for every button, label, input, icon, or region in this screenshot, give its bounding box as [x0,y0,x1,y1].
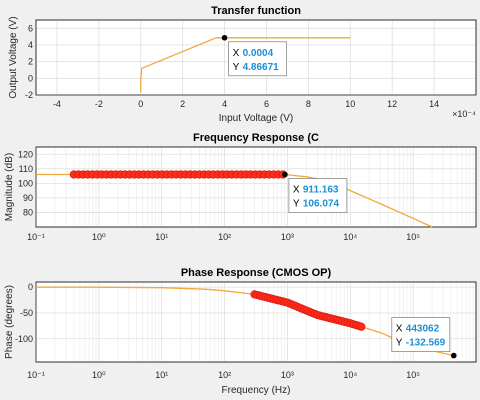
chart-3: 10⁻¹ 10⁰ 10¹ 10² 10³ 10⁴ 10⁵ 0 -50 -100 Phase Resp… [4,267,477,396]
chart-title: Frequency Response (C [193,132,319,144]
x-tick-label: 0 [138,99,143,109]
x-tick-label: 10⁴ [343,370,357,380]
x-tick-label: 10² [218,370,231,380]
y-axis-label: Magnitude (dB) [4,153,15,221]
datatip-box [228,41,287,77]
x-tick-label: 10¹ [155,232,168,242]
x-tick-label: 10⁰ [92,370,106,380]
x-tick-label: 4 [222,99,227,109]
datatip-y-key: Y [233,62,240,73]
datatip-y-value: 106.074 [303,199,340,210]
x-tick-label: 10³ [281,232,294,242]
datatip-box [391,317,451,352]
y-tick-label: -50 [20,308,33,318]
x-tick-label: 10 [345,99,355,109]
y-tick-label: 2 [28,57,33,67]
x-tick-label: 10⁵ [406,232,420,242]
x-tick-label: 10³ [281,370,294,380]
chart-title: Phase Response (CMOS OP) [181,267,332,279]
x-tick-label: -4 [53,99,61,109]
y-tick-label: 6 [28,23,33,33]
datatip-y-key: Y [396,338,403,349]
x-tick-label: 10² [218,232,231,242]
x-tick-label: 10¹ [155,370,168,380]
chart-1: -4 -2 0 2 4 6 8 10 12 14 -2 0 2 4 6 Transfer function Ou… [8,5,477,124]
datatip-point [221,34,228,41]
y-axis-label: Phase (degrees) [4,285,15,359]
x-tick-label: 14 [429,99,439,109]
datatip-y-value: 4.86671 [243,62,280,73]
x-axis-label: Frequency (Hz) [222,385,291,396]
x-tick-label: 10⁵ [406,370,420,380]
x-tick-label: 10⁰ [92,232,106,242]
x-tick-label: 8 [306,99,311,109]
series-line [140,37,351,93]
plot-border [35,146,477,228]
x-tick-label: 2 [180,99,185,109]
datatip-y-key: Y [293,199,300,210]
y-tick-label: 0 [28,73,33,83]
x-tick-label: 10⁴ [343,232,357,242]
datatip-x-key: X [293,185,300,196]
y-tick-label: 120 [18,149,33,159]
x-tick-label: 6 [264,99,269,109]
y-tick-label: 4 [28,40,33,50]
y-tick-label: -2 [25,90,33,100]
x-tick-label: 10⁻¹ [27,232,45,242]
datatip-x-key: X [233,48,240,59]
datatip-box [288,178,348,213]
y-tick-label: 90 [23,193,33,203]
plot-border [35,281,477,363]
x-exponent-label: ×10⁻⁴ [452,109,476,119]
plot-border [35,19,477,96]
y-tick-label: 100 [18,178,33,188]
datatip-x-value: 443062 [406,324,440,335]
x-tick-label: 12 [387,99,397,109]
datatip-point [282,171,288,178]
data-marker [357,322,366,331]
chart-2: 10⁻¹ 10⁰ 10¹ 10² 10³ 10⁴ 10⁵ 80 90 100 110 120 Frequ… [4,132,477,242]
chart-title: Transfer function [211,5,301,17]
x-axis-label: Input Voltage (V) [219,113,294,124]
datatip-x-key: X [396,324,403,335]
y-tick-label: -100 [15,334,33,344]
datatip-x-value: 0.0004 [243,48,274,59]
datatip-y-value: -132.569 [406,338,446,349]
y-tick-label: 0 [28,282,33,292]
y-tick-label: 80 [23,207,33,217]
y-axis-label: Output Voltage (V) [8,16,19,98]
datatip-x-value: 911.163 [303,185,339,196]
x-tick-label: -2 [95,99,103,109]
x-tick-label: 10⁻¹ [27,370,45,380]
y-tick-label: 110 [19,164,33,174]
datatip-point [450,352,457,359]
